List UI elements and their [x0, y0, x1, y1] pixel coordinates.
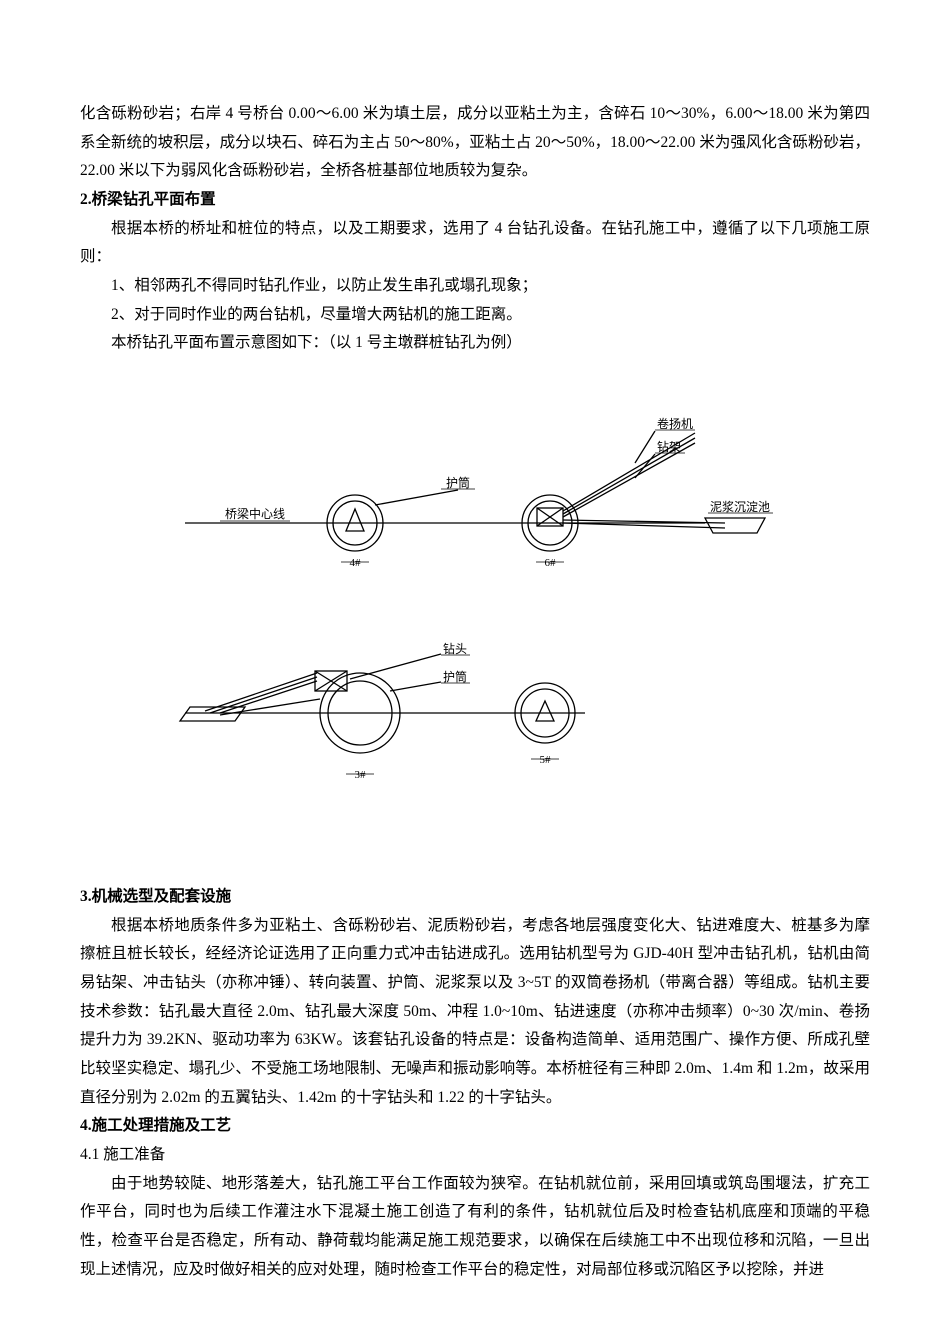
mudpond-label: 泥浆沉淀池 [710, 499, 770, 514]
centerline-label: 桥梁中心线 [225, 506, 285, 521]
section-3-heading: 3.机械选型及配套设施 [80, 883, 870, 912]
pile-5h-label: 5# [540, 754, 552, 766]
principle-1: 1、相邻两孔不得同时钻孔作业，以防止发生串孔或塌孔现象； [80, 272, 870, 301]
section-4-1-body: 由于地势较陡、地形落差大，钻孔施工平台工作面较为狭窄。在钻机就位前，采用回填或筑… [80, 1170, 870, 1285]
pile-3h-label: 3# [355, 769, 367, 781]
winch-label: 卷扬机 [657, 416, 693, 431]
drillframe-label: 钻架 [657, 439, 681, 454]
diagram-intro: 本桥钻孔平面布置示意图如下：（以 1 号主墩群桩钻孔为例） [80, 329, 870, 358]
section-3-body: 根据本桥地质条件多为亚粘土、含砾粉砂岩、泥质粉砂岩，考虑各地层强度变化大、钻进难… [80, 912, 870, 1113]
principle-2: 2、对于同时作业的两台钻机，尽量增大两钻机的施工距离。 [80, 301, 870, 330]
casing-label-top: 护筒 [446, 475, 470, 490]
layout-diagram: 桥梁中心线 4# 6# 护筒 卷扬机 钻架 [165, 383, 785, 843]
section-4-heading: 4.施工处理措施及工艺 [80, 1112, 870, 1141]
pile-6h-label: 6# [545, 557, 557, 569]
casing-label-bottom: 护筒 [443, 669, 467, 684]
drillhead-label: 钻头 [443, 641, 467, 656]
section-4-1-heading: 4.1 施工准备 [80, 1141, 870, 1170]
pile-4h-label: 4# [350, 557, 362, 569]
section-2-intro: 根据本桥的桥址和桩位的特点，以及工期要求，选用了 4 台钻孔设备。在钻孔施工中，… [80, 215, 870, 272]
intro-paragraph: 化含砾粉砂岩；右岸 4 号桥台 0.00～6.00 米为填土层，成分以亚粘土为主… [80, 100, 870, 186]
section-2-heading: 2.桥梁钻孔平面布置 [80, 186, 870, 215]
